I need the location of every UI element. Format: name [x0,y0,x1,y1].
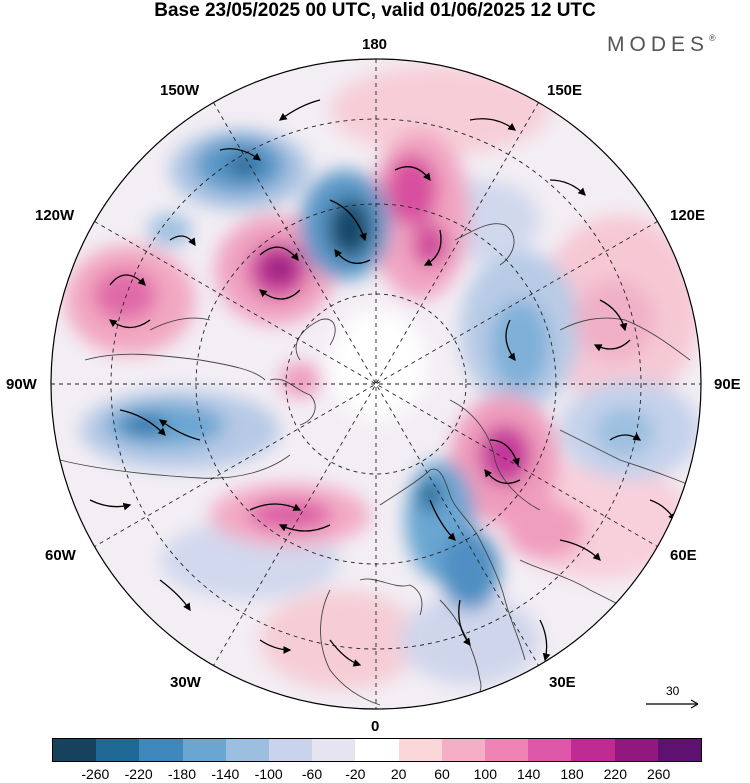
colorbar-tick-label: -100 [254,766,283,782]
coastlines [59,223,701,709]
label-90e: 90E [714,376,741,393]
colorbar-tick-label: -20 [345,766,366,782]
colorbar-segment-3 [182,739,226,761]
label-90w: 90W [6,376,37,393]
colorbar-segment-13 [614,739,658,761]
colorbar-ticks: -260 -220 -180 -140 -100 -60 -20 20 60 100 140 180 2… [52,766,702,782]
colorbar-segment-2 [139,739,183,761]
colorbar-tick-label: 100 [473,766,498,782]
colorbar-tick-label: 220 [603,766,628,782]
map-title: Base 23/05/2025 00 UTC, valid 01/06/2025… [154,0,596,21]
colorbar-tick-label: 60 [434,766,450,782]
colorbar-segment-9 [441,739,486,761]
polar-stereographic-map [50,58,702,710]
colorbar-segment-11 [528,739,572,761]
reference-vector-arrow [646,699,699,709]
colorbar-segment-14 [657,739,702,761]
brand-mark: ® [709,33,716,43]
colorbar-tick-label: -140 [211,766,240,782]
colorbar-segment-10 [485,739,529,761]
label-120w: 120W [35,207,75,224]
label-150w: 150W [160,82,200,99]
colorbar-segment-1 [96,739,140,761]
colorbar-segment-6 [312,739,356,761]
label-0: 0 [371,718,380,735]
colorbar-segment-12 [571,739,615,761]
colorbar-segment-8 [398,739,442,761]
label-30w: 30W [170,674,201,691]
colorbar-tick-label: 180 [560,766,584,782]
colorbar-segment-0 [53,739,97,761]
label-60w: 60W [45,547,76,564]
colorbar-tick-label: 20 [390,766,407,782]
map-boundary [50,58,702,710]
colorbar-tick-label: -180 [167,766,197,782]
colorbar-segment-7 [355,739,399,761]
colorbar-segment-4 [225,739,270,761]
anomaly-field [51,59,701,709]
label-30e: 30E [549,674,576,691]
colorbar-tick-label: 140 [516,766,541,782]
label-120e: 120E [670,207,706,224]
colorbar-tick-label: -60 [301,766,323,782]
colorbar-tick-label: 260 [646,766,671,782]
colorbar [52,738,702,762]
brand-logo: MODES® [607,33,716,57]
colorbar-tick-label: -260 [81,766,110,782]
colorbar-tick-label: -220 [124,766,153,782]
colorbar-segment-5 [269,739,313,761]
label-150e: 150E [547,82,583,99]
graticule [51,59,701,709]
label-180: 180 [362,36,388,53]
label-60e: 60E [670,547,697,564]
wind-vectors [89,99,676,667]
brand-text: MODES [607,33,710,56]
reference-vector-label: 30 [666,684,680,698]
